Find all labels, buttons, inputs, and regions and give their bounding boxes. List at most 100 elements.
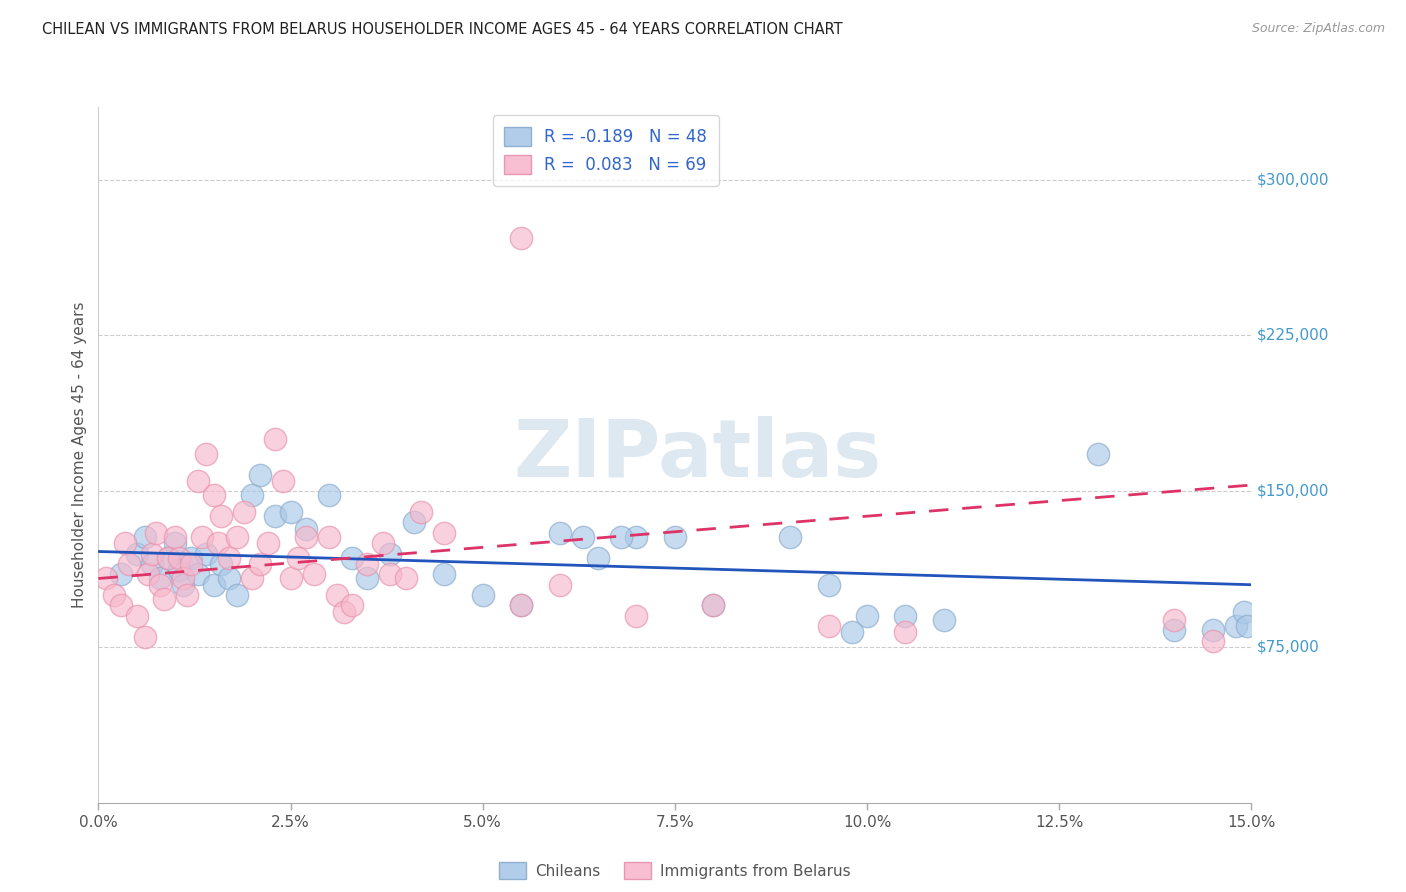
Point	[202, 578, 225, 592]
Point	[510, 599, 533, 613]
Point	[894, 625, 917, 640]
Point	[586, 550, 609, 565]
Point	[176, 588, 198, 602]
Point	[141, 557, 163, 571]
Point	[411, 505, 433, 519]
Point	[118, 557, 141, 571]
Point	[134, 530, 156, 544]
Point	[371, 536, 394, 550]
Point	[433, 525, 456, 540]
Point	[471, 588, 494, 602]
Point	[180, 550, 202, 565]
Point	[264, 509, 287, 524]
Point	[271, 474, 294, 488]
Point	[510, 231, 533, 245]
Point	[125, 608, 148, 623]
Point	[264, 433, 287, 447]
Point	[626, 530, 648, 544]
Point	[333, 605, 356, 619]
Point	[380, 567, 402, 582]
Point	[280, 505, 302, 519]
Y-axis label: Householder Income Ages 45 - 64 years: Householder Income Ages 45 - 64 years	[72, 301, 87, 608]
Point	[1225, 619, 1247, 633]
Point	[156, 550, 179, 565]
Point	[114, 536, 136, 550]
Text: $75,000: $75,000	[1257, 640, 1320, 655]
Point	[280, 572, 302, 586]
Point	[841, 625, 863, 640]
Point	[240, 488, 263, 502]
Point	[195, 547, 218, 561]
Point	[225, 530, 247, 544]
Point	[149, 572, 172, 586]
Point	[172, 578, 194, 592]
Point	[218, 550, 240, 565]
Point	[380, 547, 402, 561]
Point	[932, 613, 955, 627]
Point	[702, 599, 724, 613]
Point	[1163, 613, 1185, 627]
Legend: Chileans, Immigrants from Belarus: Chileans, Immigrants from Belarus	[492, 855, 858, 886]
Point	[94, 572, 117, 586]
Text: CHILEAN VS IMMIGRANTS FROM BELARUS HOUSEHOLDER INCOME AGES 45 - 64 YEARS CORRELA: CHILEAN VS IMMIGRANTS FROM BELARUS HOUSE…	[42, 22, 842, 37]
Point	[318, 488, 340, 502]
Point	[209, 557, 232, 571]
Point	[207, 536, 229, 550]
Point	[152, 592, 174, 607]
Point	[145, 525, 167, 540]
Point	[134, 630, 156, 644]
Point	[191, 530, 214, 544]
Text: $225,000: $225,000	[1257, 328, 1330, 343]
Point	[249, 467, 271, 482]
Point	[110, 567, 132, 582]
Point	[209, 509, 232, 524]
Point	[218, 572, 240, 586]
Point	[395, 572, 418, 586]
Point	[340, 599, 363, 613]
Point	[165, 530, 187, 544]
Point	[1202, 633, 1225, 648]
Text: Source: ZipAtlas.com: Source: ZipAtlas.com	[1251, 22, 1385, 36]
Text: ZIPatlas: ZIPatlas	[513, 416, 882, 494]
Point	[856, 608, 879, 623]
Point	[138, 567, 160, 582]
Point	[295, 530, 318, 544]
Point	[167, 550, 190, 565]
Point	[1087, 447, 1109, 461]
Point	[195, 447, 218, 461]
Point	[156, 550, 179, 565]
Text: $300,000: $300,000	[1257, 172, 1330, 187]
Point	[571, 530, 593, 544]
Point	[340, 550, 363, 565]
Point	[610, 530, 633, 544]
Point	[240, 572, 263, 586]
Point	[664, 530, 686, 544]
Point	[249, 557, 271, 571]
Point	[548, 525, 571, 540]
Point	[125, 547, 148, 561]
Point	[433, 567, 456, 582]
Point	[1233, 605, 1256, 619]
Point	[325, 588, 347, 602]
Point	[225, 588, 247, 602]
Point	[702, 599, 724, 613]
Point	[287, 550, 309, 565]
Point	[149, 578, 172, 592]
Text: $150,000: $150,000	[1257, 483, 1330, 499]
Point	[187, 474, 209, 488]
Point	[318, 530, 340, 544]
Point	[256, 536, 278, 550]
Point	[141, 547, 163, 561]
Point	[1163, 624, 1185, 638]
Point	[110, 599, 132, 613]
Point	[202, 488, 225, 502]
Point	[510, 599, 533, 613]
Point	[356, 572, 378, 586]
Point	[402, 516, 425, 530]
Point	[894, 608, 917, 623]
Point	[548, 578, 571, 592]
Point	[817, 578, 839, 592]
Point	[817, 619, 839, 633]
Point	[233, 505, 256, 519]
Point	[172, 572, 194, 586]
